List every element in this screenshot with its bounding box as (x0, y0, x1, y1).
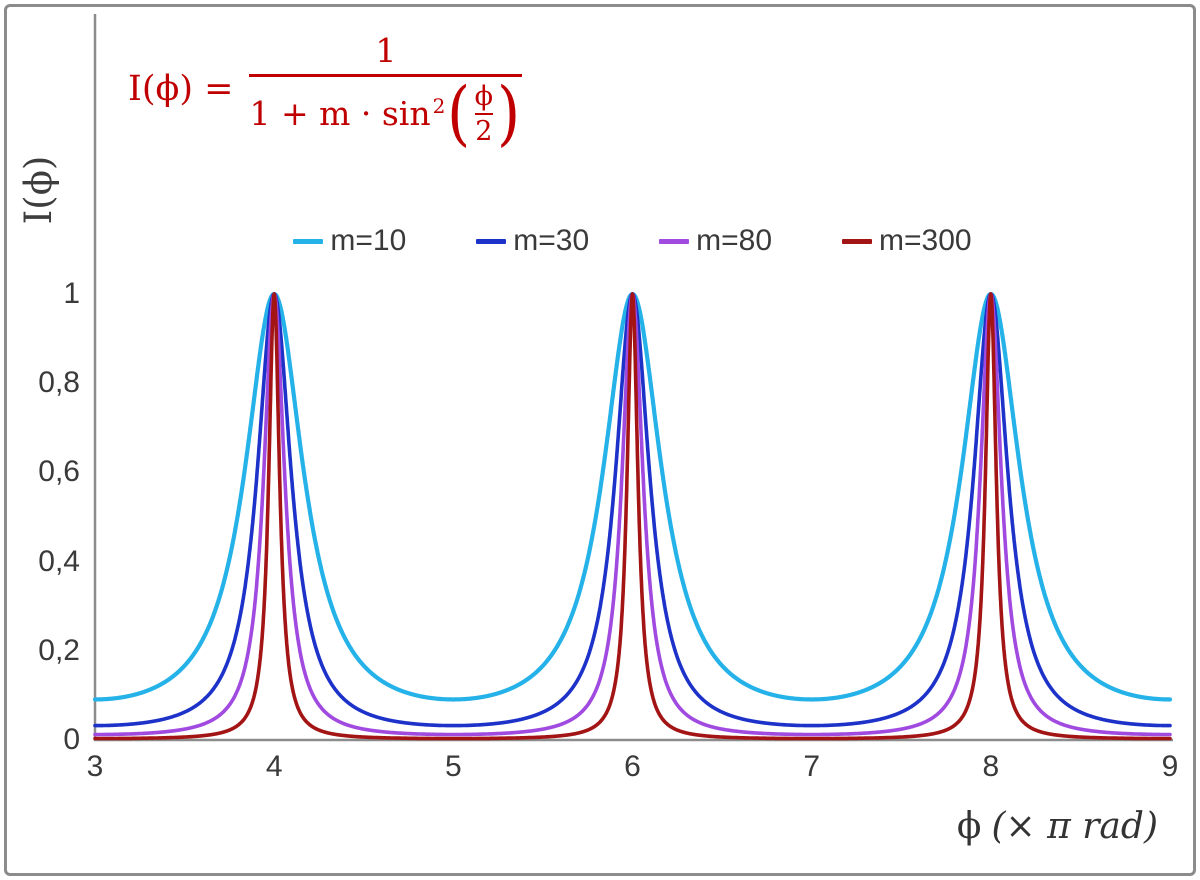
series-line-m=30 (93, 292, 1172, 728)
legend-item-m=300: m=300 (842, 224, 972, 258)
legend-item-m=80: m=80 (659, 224, 772, 258)
legend-label: m=300 (879, 224, 972, 257)
x-axis-title-phi: ϕ (956, 806, 982, 847)
legend-swatch-icon (476, 238, 507, 244)
fraction-bar (249, 73, 523, 77)
series-line-m=300 (93, 292, 1172, 741)
inner-fraction-bar (474, 112, 494, 115)
open-paren: ( (447, 71, 471, 154)
legend-label: m=30 (513, 224, 590, 257)
x-axis-title-unit: (× π rad) (991, 806, 1158, 847)
y-tick-label: 0,6 (38, 455, 80, 489)
formula-fraction: 1 1 + m · sin 2 ( ϕ 2 ) (249, 31, 523, 154)
x-tick-label: 7 (803, 750, 820, 783)
denominator-text: 1 + m · sin (249, 94, 431, 134)
formula-numerator: 1 (375, 31, 397, 70)
x-tick-label: 9 (1161, 750, 1179, 783)
legend-item-m=30: m=30 (476, 224, 589, 258)
legend-label: m=80 (696, 224, 773, 257)
y-tick-label: 0,2 (38, 633, 80, 667)
inner-denominator: 2 (475, 115, 493, 147)
formula-denominator: 1 + m · sin 2 ( ϕ 2 ) (249, 71, 522, 154)
x-tick-label: 5 (444, 750, 462, 783)
inner-numerator: ϕ (474, 80, 494, 112)
legend: m=10 m=30 m=80 m=300 (95, 224, 1170, 258)
y-axis-title: I(ϕ) (16, 155, 60, 225)
legend-swatch-icon (659, 238, 690, 244)
y-tick-label: 1 (63, 277, 80, 310)
x-tick-label: 4 (265, 750, 283, 783)
formula-lhs: I(ϕ) = (128, 69, 234, 110)
legend-swatch-icon (842, 238, 873, 244)
y-tick-label: 0,4 (38, 544, 80, 578)
sin-squared-exponent: 2 (432, 93, 446, 118)
formula-title: I(ϕ) = 1 1 + m · sin 2 ( ϕ 2 ) (128, 31, 523, 154)
x-tick-label: 6 (624, 750, 641, 783)
y-tick-label: 0,8 (38, 366, 80, 400)
series-line-m=80 (93, 292, 1172, 737)
x-tick-label: 3 (86, 750, 104, 783)
x-axis-title: ϕ (× π rad) (957, 806, 1158, 847)
x-tick-label: 8 (982, 750, 1000, 783)
inner-fraction: ϕ 2 (474, 80, 494, 147)
legend-label: m=10 (330, 224, 407, 257)
legend-item-m=10: m=10 (293, 224, 406, 258)
close-paren: ) (497, 71, 521, 154)
y-tick-label: 0 (63, 723, 80, 756)
legend-swatch-icon (293, 238, 324, 244)
